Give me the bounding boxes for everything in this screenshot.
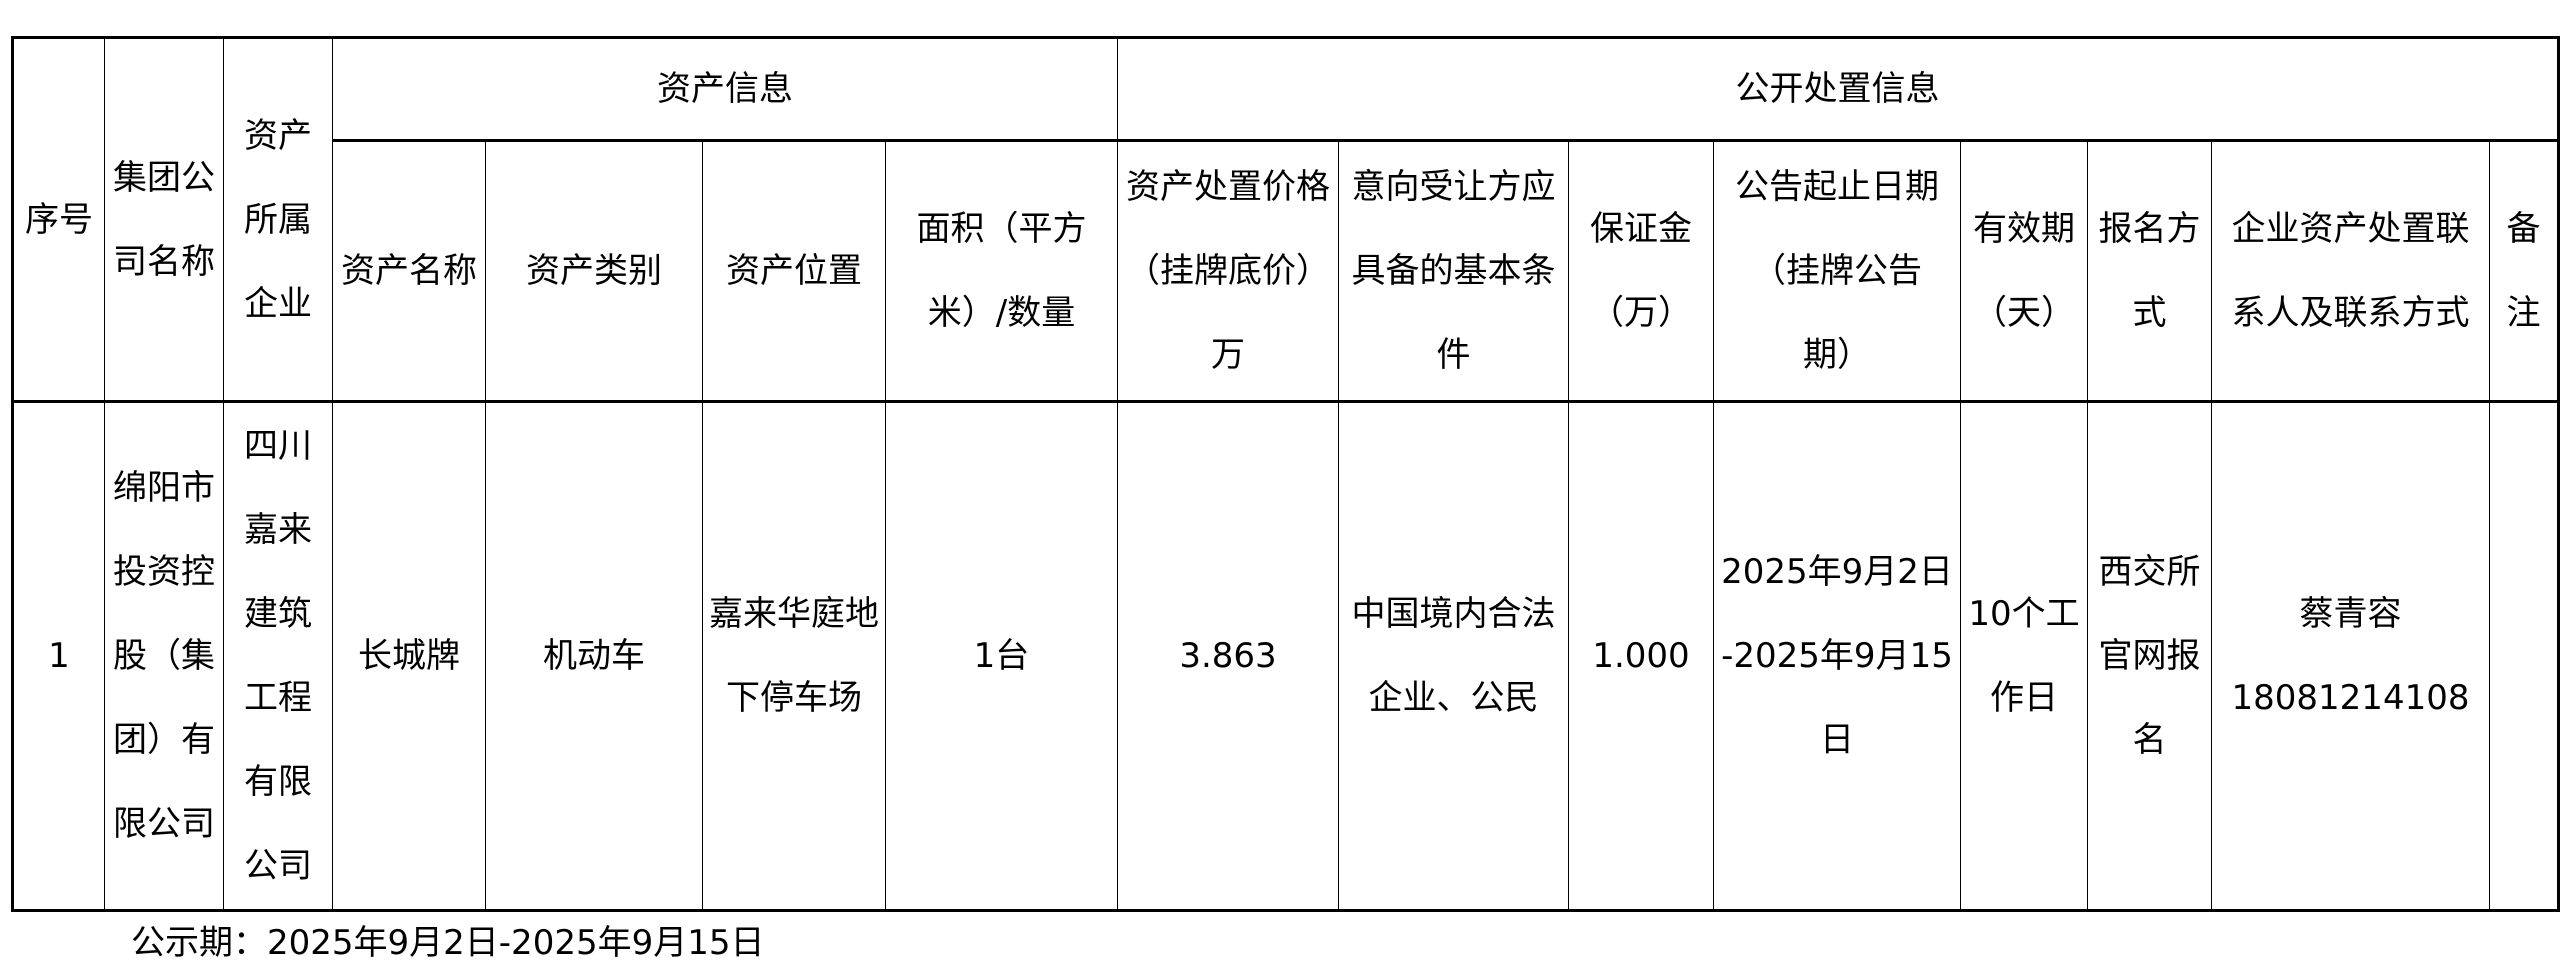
header-group-company: 集团公 司名称 — [104, 37, 224, 402]
header-row-columns: 资产名称 资产类别 资产位置 面积（平方 米）/数量 资产处置价格 （挂牌底价）… — [12, 140, 2559, 402]
header-seq: 序号 — [12, 37, 105, 402]
cell-asset-category: 机动车 — [485, 401, 703, 911]
header-conditions: 意向受让方应 具备的基本条 件 — [1338, 140, 1569, 402]
cell-announce-period: 2025年9月2日 -2025年9月15 日 — [1713, 401, 1961, 911]
cell-price: 3.863 — [1117, 401, 1339, 911]
header-valid-days: 有效期 （天） — [1960, 140, 2088, 402]
table-row: 1 绵阳市 投资控 股（集 团）有 限公司 四川 嘉来 建筑 工程 有限 公司 … — [12, 401, 2559, 911]
cell-deposit: 1.000 — [1568, 401, 1714, 911]
cell-seq: 1 — [12, 401, 105, 911]
cell-group-company: 绵阳市 投资控 股（集 团）有 限公司 — [104, 401, 224, 911]
header-asset-name: 资产名称 — [332, 140, 486, 402]
header-row-groups: 序号 集团公 司名称 资产 所属 企业 资产信息 公开处置信息 — [12, 37, 2559, 402]
header-announce-period: 公告起止日期 （挂牌公告 期） — [1713, 140, 1961, 402]
header-public-disposal-info: 公开处置信息 — [1117, 37, 2559, 142]
cell-asset-name: 长城牌 — [332, 401, 486, 911]
header-registration: 报名方 式 — [2087, 140, 2212, 402]
header-asset-category: 资产类别 — [485, 140, 703, 402]
header-price: 资产处置价格 （挂牌底价） 万 — [1117, 140, 1339, 402]
cell-asset-location: 嘉来华庭地 下停车场 — [702, 401, 886, 911]
cell-valid-days: 10个工 作日 — [1960, 401, 2088, 911]
cell-area-quantity: 1台 — [885, 401, 1118, 911]
cell-owner-enterprise: 四川 嘉来 建筑 工程 有限 公司 — [223, 401, 333, 911]
cell-conditions: 中国境内合法 企业、公民 — [1338, 401, 1569, 911]
header-contact: 企业资产处置联 系人及联系方式 — [2211, 140, 2490, 402]
header-remarks: 备 注 — [2489, 140, 2559, 402]
notice-period: 公示期：2025年9月2日-2025年9月15日 — [131, 923, 765, 963]
header-owner-enterprise: 资产 所属 企业 — [223, 37, 333, 402]
header-deposit: 保证金 （万） — [1568, 140, 1714, 402]
header-asset-info: 资产信息 — [332, 37, 1118, 142]
header-asset-location: 资产位置 — [702, 140, 886, 402]
cell-contact: 蔡青容 18081214108 — [2211, 401, 2490, 911]
cell-remarks — [2489, 401, 2559, 911]
header-area-quantity: 面积（平方 米）/数量 — [885, 140, 1118, 402]
asset-disposal-table: 序号 集团公 司名称 资产 所属 企业 资产信息 公开处置信息 资产名称 资产类… — [11, 36, 2560, 912]
cell-registration: 西交所 官网报 名 — [2087, 401, 2212, 911]
